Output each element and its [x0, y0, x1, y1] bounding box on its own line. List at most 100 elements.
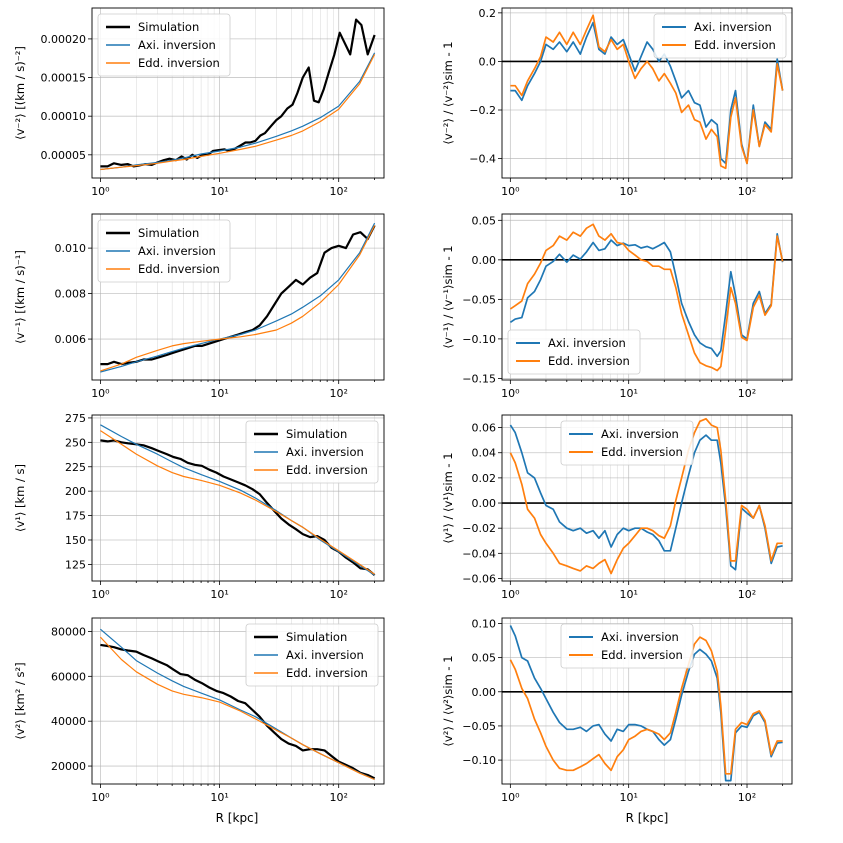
legend: Simulation Axi. inversion Edd. inversion: [245, 420, 379, 484]
y-tick-label: 0.00015: [41, 72, 87, 85]
panel-v1_ratio: 10⁰ 10¹ 10² −0.06 −0.04 −0.02 0.00 0.02 0.04 0.06…: [441, 414, 793, 601]
legend-label-axi: Axi. inversion: [286, 648, 364, 662]
legend-label-edd: Edd. inversion: [601, 648, 683, 662]
y-axis-label: ⟨v²⟩ / ⟨v²⟩sim - 1: [441, 655, 455, 746]
y-tick-label: 0.00: [472, 497, 497, 510]
x-tick-label: 10¹: [619, 387, 637, 400]
series-line-simulation: [100, 643, 376, 780]
y-axis-label: ⟨v⁻²⟩ / ⟨v⁻²⟩sim - 1: [441, 41, 455, 144]
legend-label-edd: Edd. inversion: [138, 262, 220, 276]
legend-label-simulation: Simulation: [286, 630, 347, 644]
y-tick-label: 0.0: [479, 55, 497, 68]
legend-label-axi: Axi. inversion: [286, 445, 364, 459]
y-tick-label: 40000: [51, 715, 86, 728]
y-tick-label: −0.06: [462, 572, 496, 585]
y-tick-label: 275: [65, 412, 86, 425]
legend: Simulation Axi. inversion Edd. inversion: [97, 219, 231, 283]
x-tick-label: 10⁰: [501, 185, 520, 198]
legend-label-simulation: Simulation: [286, 427, 347, 441]
y-axis-label: ⟨v²⟩ [km² / s²]: [13, 662, 27, 739]
axes-frame: [91, 213, 385, 381]
series-line-edd: [100, 430, 375, 575]
y-tick-label: 0.00010: [41, 110, 87, 123]
x-tick-label: 10⁰: [91, 791, 110, 804]
y-axis-label: ⟨v⁻²⟩ [(km / s)⁻²]: [13, 46, 27, 140]
x-tick-label: 10¹: [210, 791, 228, 804]
y-axis-label: ⟨v⁻¹⟩ / ⟨v⁻¹⟩sim - 1: [441, 245, 455, 348]
x-tick-label: 10⁰: [91, 387, 110, 400]
axes-frame: [91, 414, 385, 582]
series-line-axi: [509, 232, 784, 358]
x-tick-label: 10⁰: [501, 791, 520, 804]
y-tick-label: 0.05: [472, 652, 497, 665]
panel-vm1: 10⁰ 10¹ 10² 0.006 0.008 0.010 ⟨v⁻¹⟩ [(km / s)⁻…: [13, 213, 385, 400]
x-tick-label: 10²: [738, 387, 756, 400]
x-tick-label: 10⁰: [501, 588, 520, 601]
series-line-axi: [100, 222, 376, 373]
legend-label-edd: Edd. inversion: [548, 354, 630, 368]
y-tick-label: −0.05: [462, 720, 496, 733]
x-tick-label: 10⁰: [91, 185, 110, 198]
series-line-edd: [509, 223, 784, 372]
legend: Axi. inversion Edd. inversion: [653, 13, 787, 59]
panel-v1: 10⁰ 10¹ 10² 125 150 175 200 225 250 275 ⟨v¹⟩ [km /…: [13, 412, 385, 601]
series-group: [509, 625, 783, 782]
y-tick-label: 0.010: [55, 242, 87, 255]
series-group: [509, 417, 783, 575]
legend-label-axi: Axi. inversion: [548, 336, 626, 350]
y-tick-label: −0.15: [462, 372, 496, 385]
legend-box: [97, 13, 231, 77]
legend-label-axi: Axi. inversion: [601, 427, 679, 441]
panel-v2: 10⁰ 10¹ 10² 20000 40000 60000 80000 ⟨v²⟩ [km² /…: [13, 617, 385, 804]
y-tick-label: 60000: [51, 670, 86, 683]
y-tick-label: 0.00: [472, 254, 497, 267]
legend-label-axi: Axi. inversion: [138, 38, 216, 52]
legend: Simulation Axi. inversion Edd. inversion: [97, 13, 231, 77]
series-line-simulation: [100, 18, 376, 168]
x-tick-label: 10²: [329, 185, 347, 198]
legend: Axi. inversion Edd. inversion: [560, 623, 694, 669]
y-axis-label: ⟨v¹⟩ / ⟨v¹⟩sim - 1: [441, 452, 455, 543]
y-tick-label: 0.06: [472, 422, 497, 435]
series-line-edd: [509, 417, 783, 575]
legend: Axi. inversion Edd. inversion: [560, 420, 694, 466]
y-tick-label: −0.10: [462, 754, 496, 767]
y-tick-label: 150: [65, 534, 86, 547]
axes-frame: [501, 7, 793, 179]
x-tick-label: 10²: [329, 588, 347, 601]
series-group: [100, 222, 376, 373]
series-group: [99, 628, 376, 781]
x-tick-label: 10¹: [210, 387, 228, 400]
panel-vm2_ratio: 10⁰ 10¹ 10² −0.4 −0.2 0.0 0.2 ⟨v⁻²⟩ / ⟨v⁻²⟩sim …: [441, 7, 793, 198]
series-group: [509, 223, 784, 372]
axes-frame: [501, 213, 793, 381]
legend-label-edd: Edd. inversion: [601, 445, 683, 459]
y-axis-label: ⟨v¹⟩ [km / s]: [13, 464, 27, 532]
y-tick-label: 0.006: [55, 333, 87, 346]
legend-box: [560, 420, 694, 466]
x-axis-label-right: R [kpc]: [626, 811, 669, 825]
x-tick-label: 10⁰: [501, 387, 520, 400]
series-line-edd: [100, 54, 376, 171]
axes-frame: [91, 7, 385, 179]
series-line-edd: [99, 636, 375, 781]
x-tick-label: 10²: [738, 791, 756, 804]
series-group: [510, 14, 784, 170]
y-tick-label: 0.2: [479, 7, 497, 20]
panel-vm1_ratio: 10⁰ 10¹ 10² −0.15 −0.10 −0.05 0.00 0.05 ⟨v⁻¹⟩ / …: [441, 213, 793, 400]
legend-label-edd: Edd. inversion: [694, 38, 776, 52]
series-line-edd: [509, 636, 783, 775]
y-tick-label: 125: [65, 558, 86, 571]
x-tick-label: 10²: [738, 588, 756, 601]
y-tick-label: 0.04: [472, 447, 497, 460]
y-tick-label: −0.04: [462, 547, 496, 560]
legend: Axi. inversion Edd. inversion: [507, 329, 641, 375]
x-tick-label: 10¹: [619, 185, 637, 198]
legend-label-axi: Axi. inversion: [601, 630, 679, 644]
legend-label-edd: Edd. inversion: [286, 463, 368, 477]
y-tick-label: −0.4: [469, 153, 496, 166]
series-group: [100, 18, 376, 171]
grid: [92, 214, 384, 380]
legend-label-axi: Axi. inversion: [694, 20, 772, 34]
